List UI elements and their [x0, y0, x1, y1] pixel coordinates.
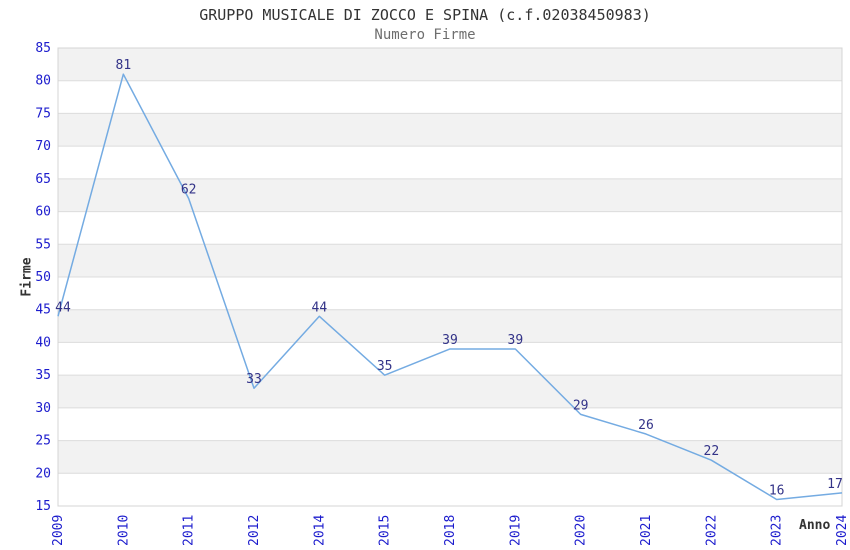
data-point-label: 16	[769, 483, 785, 498]
y-tick-label: 65	[35, 172, 51, 187]
x-tick-label: 2014	[312, 515, 327, 546]
y-tick-label: 60	[35, 205, 51, 220]
y-tick-label: 40	[35, 335, 51, 350]
grid-band	[58, 48, 842, 81]
x-tick-label: 2018	[443, 515, 458, 546]
y-tick-label: 35	[35, 368, 51, 383]
y-tick-label: 55	[35, 237, 51, 252]
grid-band	[58, 309, 842, 343]
y-tick-label: 70	[35, 139, 51, 154]
chart-title: GRUPPO MUSICALE DI ZOCCO E SPINA (c.f.02…	[199, 6, 651, 24]
y-tick-label: 75	[35, 106, 51, 121]
x-tick-label: 2015	[378, 515, 393, 546]
y-axis-title: Firme	[19, 257, 35, 297]
data-point-label: 29	[573, 398, 589, 413]
data-point-label: 35	[377, 359, 393, 374]
data-point-label: 44	[55, 300, 71, 315]
data-point-label: 62	[181, 182, 197, 197]
x-axis-title: Anno	[799, 518, 831, 533]
y-tick-label: 25	[35, 434, 51, 449]
data-point-label: 39	[508, 333, 524, 348]
plot-border	[57, 47, 843, 507]
y-tick-label: 20	[35, 466, 51, 481]
x-tick-label: 2021	[639, 515, 654, 546]
x-tick-label: 2024	[835, 515, 850, 546]
x-tick-label: 2019	[508, 515, 523, 546]
data-point-label: 44	[312, 300, 328, 315]
x-tick-label: 2023	[770, 515, 785, 546]
grid-band	[58, 375, 842, 408]
grid-band	[58, 178, 842, 212]
x-tick-label: 2012	[247, 515, 262, 546]
x-tick-label: 2022	[704, 515, 719, 546]
x-tick-label: 2009	[51, 515, 66, 546]
x-tick-label: 2010	[116, 515, 131, 546]
data-point-label: 17	[827, 477, 843, 492]
data-point-label: 33	[246, 372, 262, 387]
series-line	[57, 73, 843, 501]
y-tick-label: 50	[35, 270, 51, 285]
chart-subtitle: Numero Firme	[374, 27, 476, 43]
x-tick-label: 2020	[574, 515, 589, 546]
y-tick-label: 30	[35, 401, 51, 416]
x-tick-label: 2011	[182, 515, 197, 546]
data-point-label: 26	[638, 418, 654, 433]
data-point-label: 22	[704, 444, 720, 459]
grid-band	[58, 113, 842, 147]
data-point-label: 81	[116, 58, 132, 73]
data-point-label: 39	[442, 333, 458, 348]
y-tick-label: 45	[35, 303, 51, 318]
y-tick-label: 15	[35, 499, 51, 514]
grid-band	[58, 244, 842, 277]
y-tick-label: 85	[35, 41, 51, 56]
grid-band	[58, 440, 842, 474]
y-tick-label: 80	[35, 74, 51, 89]
